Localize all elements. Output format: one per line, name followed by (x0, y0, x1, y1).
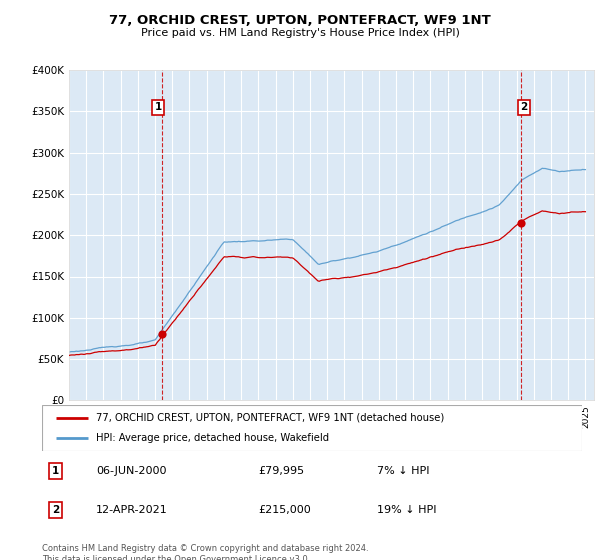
Text: Price paid vs. HM Land Registry's House Price Index (HPI): Price paid vs. HM Land Registry's House … (140, 28, 460, 38)
Text: 2: 2 (520, 102, 527, 112)
Point (158, 330, 167, 339)
Text: 1: 1 (52, 466, 59, 476)
Text: 19% ↓ HPI: 19% ↓ HPI (377, 505, 436, 515)
Text: 77, ORCHID CREST, UPTON, PONTEFRACT, WF9 1NT: 77, ORCHID CREST, UPTON, PONTEFRACT, WF9… (109, 14, 491, 27)
Text: HPI: Average price, detached house, Wakefield: HPI: Average price, detached house, Wake… (96, 433, 329, 443)
Text: 7% ↓ HPI: 7% ↓ HPI (377, 466, 430, 476)
FancyBboxPatch shape (42, 405, 582, 451)
Text: 2: 2 (52, 505, 59, 515)
Text: 06-JUN-2000: 06-JUN-2000 (96, 466, 167, 476)
Text: £79,995: £79,995 (258, 466, 304, 476)
Text: 12-APR-2021: 12-APR-2021 (96, 505, 168, 515)
Text: £215,000: £215,000 (258, 505, 311, 515)
Text: 1: 1 (155, 102, 162, 112)
Point (517, 218, 526, 227)
Text: Contains HM Land Registry data © Crown copyright and database right 2024.
This d: Contains HM Land Registry data © Crown c… (42, 544, 368, 560)
Text: 77, ORCHID CREST, UPTON, PONTEFRACT, WF9 1NT (detached house): 77, ORCHID CREST, UPTON, PONTEFRACT, WF9… (96, 413, 444, 423)
